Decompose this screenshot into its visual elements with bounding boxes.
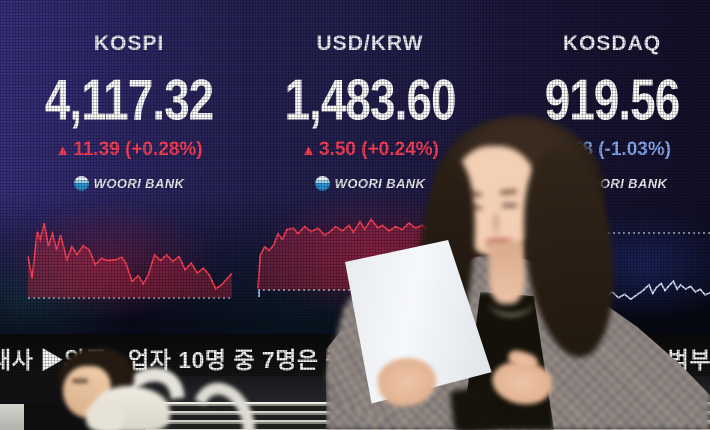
woman-badge <box>449 385 499 430</box>
woori-logo-text: WOORI BANK <box>334 176 426 191</box>
woori-bank-logo: WOORI BANK <box>258 176 482 191</box>
index-value: 919.56 <box>544 67 681 132</box>
woori-globe-icon <box>73 176 89 191</box>
side-panel <box>0 400 24 430</box>
change-percent: (-1.03%) <box>598 139 672 160</box>
change-percent: (+0.24%) <box>361 139 439 160</box>
woori-logo-text: WOORI BANK <box>93 176 185 191</box>
man-eye <box>72 379 88 383</box>
index-column-kospi: KOSPI 4,117.32 ▲ 11.39 (+0.28%) WOORI BAN… <box>24 0 234 230</box>
change-value: 3.50 <box>318 139 356 160</box>
index-value: 4,117.32 <box>44 67 215 132</box>
index-name: KOSDAQ <box>562 32 662 55</box>
up-arrow-icon: ▲ <box>55 142 71 159</box>
woori-bank-logo: WOORI BANK <box>24 176 234 191</box>
up-arrow-icon: ▲ <box>301 142 316 159</box>
woori-globe-icon <box>314 176 330 191</box>
change-percent: (+0.28%) <box>125 139 203 160</box>
index-change: ▲ 3.50 (+0.24%) <box>258 139 482 161</box>
index-name: USD/KRW <box>316 32 424 55</box>
woman-nose <box>494 214 498 232</box>
index-value: 1,483.60 <box>284 67 456 132</box>
index-name: KOSPI <box>93 32 165 55</box>
change-value: 11.39 <box>73 139 120 160</box>
woman-eye <box>502 204 517 207</box>
woman-necklace <box>488 286 534 316</box>
index-change: ▲ 11.39 (+0.28%) <box>24 139 234 161</box>
index-column-usdkrw: USD/KRW 1,483.60 ▲ 3.50 (+0.24%) WOORI BA… <box>258 0 482 230</box>
man-collar <box>86 402 124 430</box>
